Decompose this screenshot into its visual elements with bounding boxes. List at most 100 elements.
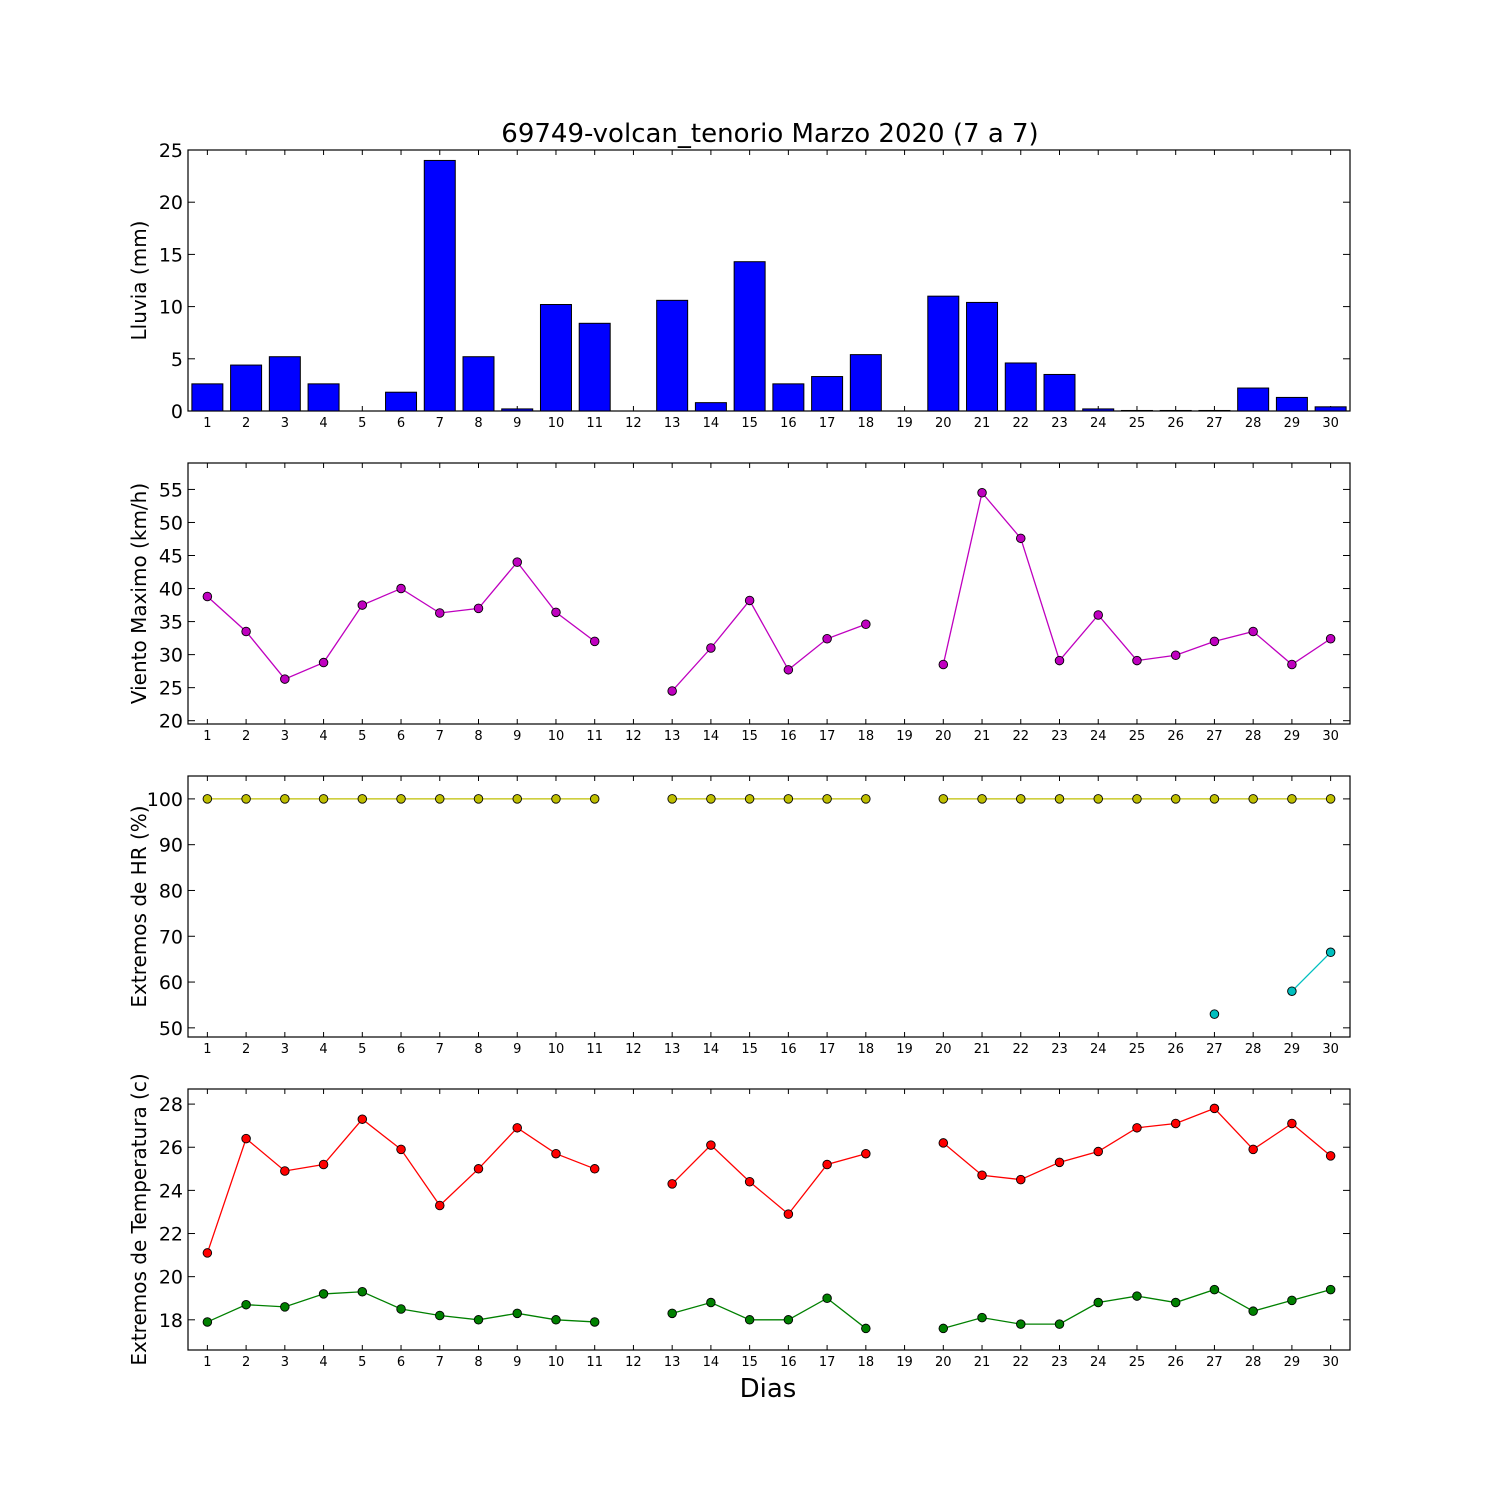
bar xyxy=(733,261,766,412)
x-tick-label: 10 xyxy=(548,1042,565,1057)
bar xyxy=(1159,409,1192,412)
y-tick-label: 30 xyxy=(159,645,183,667)
x-tick-label: 2 xyxy=(242,1042,250,1057)
y-tick-label: 5 xyxy=(171,349,183,371)
y-tick-label: 18 xyxy=(159,1310,183,1332)
data-point xyxy=(1093,794,1103,804)
data-point xyxy=(241,1133,251,1144)
x-tick-label: 7 xyxy=(436,1355,444,1370)
x-tick-label: 11 xyxy=(586,1355,603,1370)
x-tick-label: 29 xyxy=(1284,1355,1301,1370)
data-point xyxy=(1170,650,1181,661)
y-tick-label: 25 xyxy=(159,140,183,162)
data-point xyxy=(938,659,949,670)
x-tick-label: 4 xyxy=(319,1355,327,1370)
x-tick-label: 9 xyxy=(513,1355,521,1370)
data-point xyxy=(512,557,522,567)
data-point xyxy=(473,1164,484,1174)
data-point xyxy=(938,1323,949,1334)
data-point xyxy=(1325,1284,1336,1295)
data-point xyxy=(744,1315,755,1325)
x-tick-label: 17 xyxy=(819,1355,836,1370)
data-point xyxy=(318,657,329,668)
y-tick-label: 60 xyxy=(159,972,183,994)
data-point xyxy=(318,794,329,804)
data-point xyxy=(202,1248,213,1258)
bar xyxy=(811,376,844,412)
data-point xyxy=(977,487,987,498)
bar xyxy=(462,356,495,412)
data-point xyxy=(1170,1118,1181,1129)
series-group xyxy=(202,794,1336,1019)
data-point xyxy=(667,686,677,696)
x-tick-label: 12 xyxy=(625,729,642,744)
data-point xyxy=(822,1293,832,1303)
data-point xyxy=(589,794,600,804)
series-line xyxy=(671,1144,867,1216)
data-point xyxy=(512,1308,522,1319)
data-point xyxy=(473,603,484,614)
bar xyxy=(230,364,263,412)
x-tick-label: 27 xyxy=(1206,1042,1223,1057)
x-tick-label: 8 xyxy=(474,729,482,744)
x-tick-label: 29 xyxy=(1284,729,1301,744)
data-point xyxy=(1325,634,1336,644)
data-point xyxy=(1016,533,1026,544)
data-point xyxy=(551,1148,561,1159)
x-tick-label: 1 xyxy=(203,416,211,431)
y-tick-label: 55 xyxy=(159,479,183,501)
data-point xyxy=(589,1317,600,1327)
x-tick-label: 6 xyxy=(397,416,405,431)
data-point xyxy=(667,794,677,804)
x-tick-label: 19 xyxy=(896,1042,913,1057)
y-tick-label: 90 xyxy=(159,835,183,857)
data-point xyxy=(977,794,987,804)
data-point xyxy=(667,1308,677,1319)
x-tick-label: 17 xyxy=(819,416,836,431)
data-point xyxy=(667,1179,677,1189)
data-point xyxy=(1248,1144,1258,1155)
x-tick-label: 4 xyxy=(319,416,327,431)
data-point xyxy=(744,595,755,606)
data-point xyxy=(1132,1123,1142,1133)
y-tick-label: 0 xyxy=(171,401,183,423)
data-point xyxy=(357,1287,368,1297)
x-tick-label: 14 xyxy=(703,1042,720,1057)
data-point xyxy=(280,1166,290,1176)
data-point xyxy=(1209,636,1220,647)
x-tick-label: 30 xyxy=(1322,729,1339,744)
series-group xyxy=(202,487,1336,696)
x-tick-label: 24 xyxy=(1090,1042,1107,1057)
bar xyxy=(539,304,572,412)
x-tick-label: 5 xyxy=(358,1042,366,1057)
y-tick-label: 24 xyxy=(159,1180,183,1202)
x-tick-label: 12 xyxy=(625,1355,642,1370)
data-point xyxy=(1325,947,1336,958)
x-tick-label: 24 xyxy=(1090,416,1107,431)
x-tick-label: 28 xyxy=(1245,1042,1262,1057)
data-point xyxy=(1054,1157,1065,1168)
bar xyxy=(501,408,534,412)
data-point xyxy=(977,1312,987,1323)
data-point xyxy=(357,600,368,610)
x-tick-label: 15 xyxy=(741,729,758,744)
data-point xyxy=(551,794,561,804)
bar xyxy=(656,299,689,412)
x-tick-label: 21 xyxy=(974,1355,991,1370)
data-point xyxy=(202,794,213,804)
x-tick-label: 7 xyxy=(436,416,444,431)
data-point xyxy=(706,643,716,653)
data-point xyxy=(512,794,522,804)
y-tick-label: 25 xyxy=(159,678,183,700)
bar xyxy=(307,383,340,412)
x-tick-label: 23 xyxy=(1051,729,1068,744)
y-axis-label: Extremos de Temperatura (c) xyxy=(127,1073,151,1365)
x-tick-label: 6 xyxy=(397,729,405,744)
axes-frame xyxy=(187,775,1351,1038)
bar xyxy=(927,295,960,412)
data-point xyxy=(744,794,755,804)
x-tick-label: 27 xyxy=(1206,416,1223,431)
data-point xyxy=(861,1323,871,1334)
x-tick-label: 26 xyxy=(1167,416,1184,431)
data-point xyxy=(1016,1319,1026,1329)
